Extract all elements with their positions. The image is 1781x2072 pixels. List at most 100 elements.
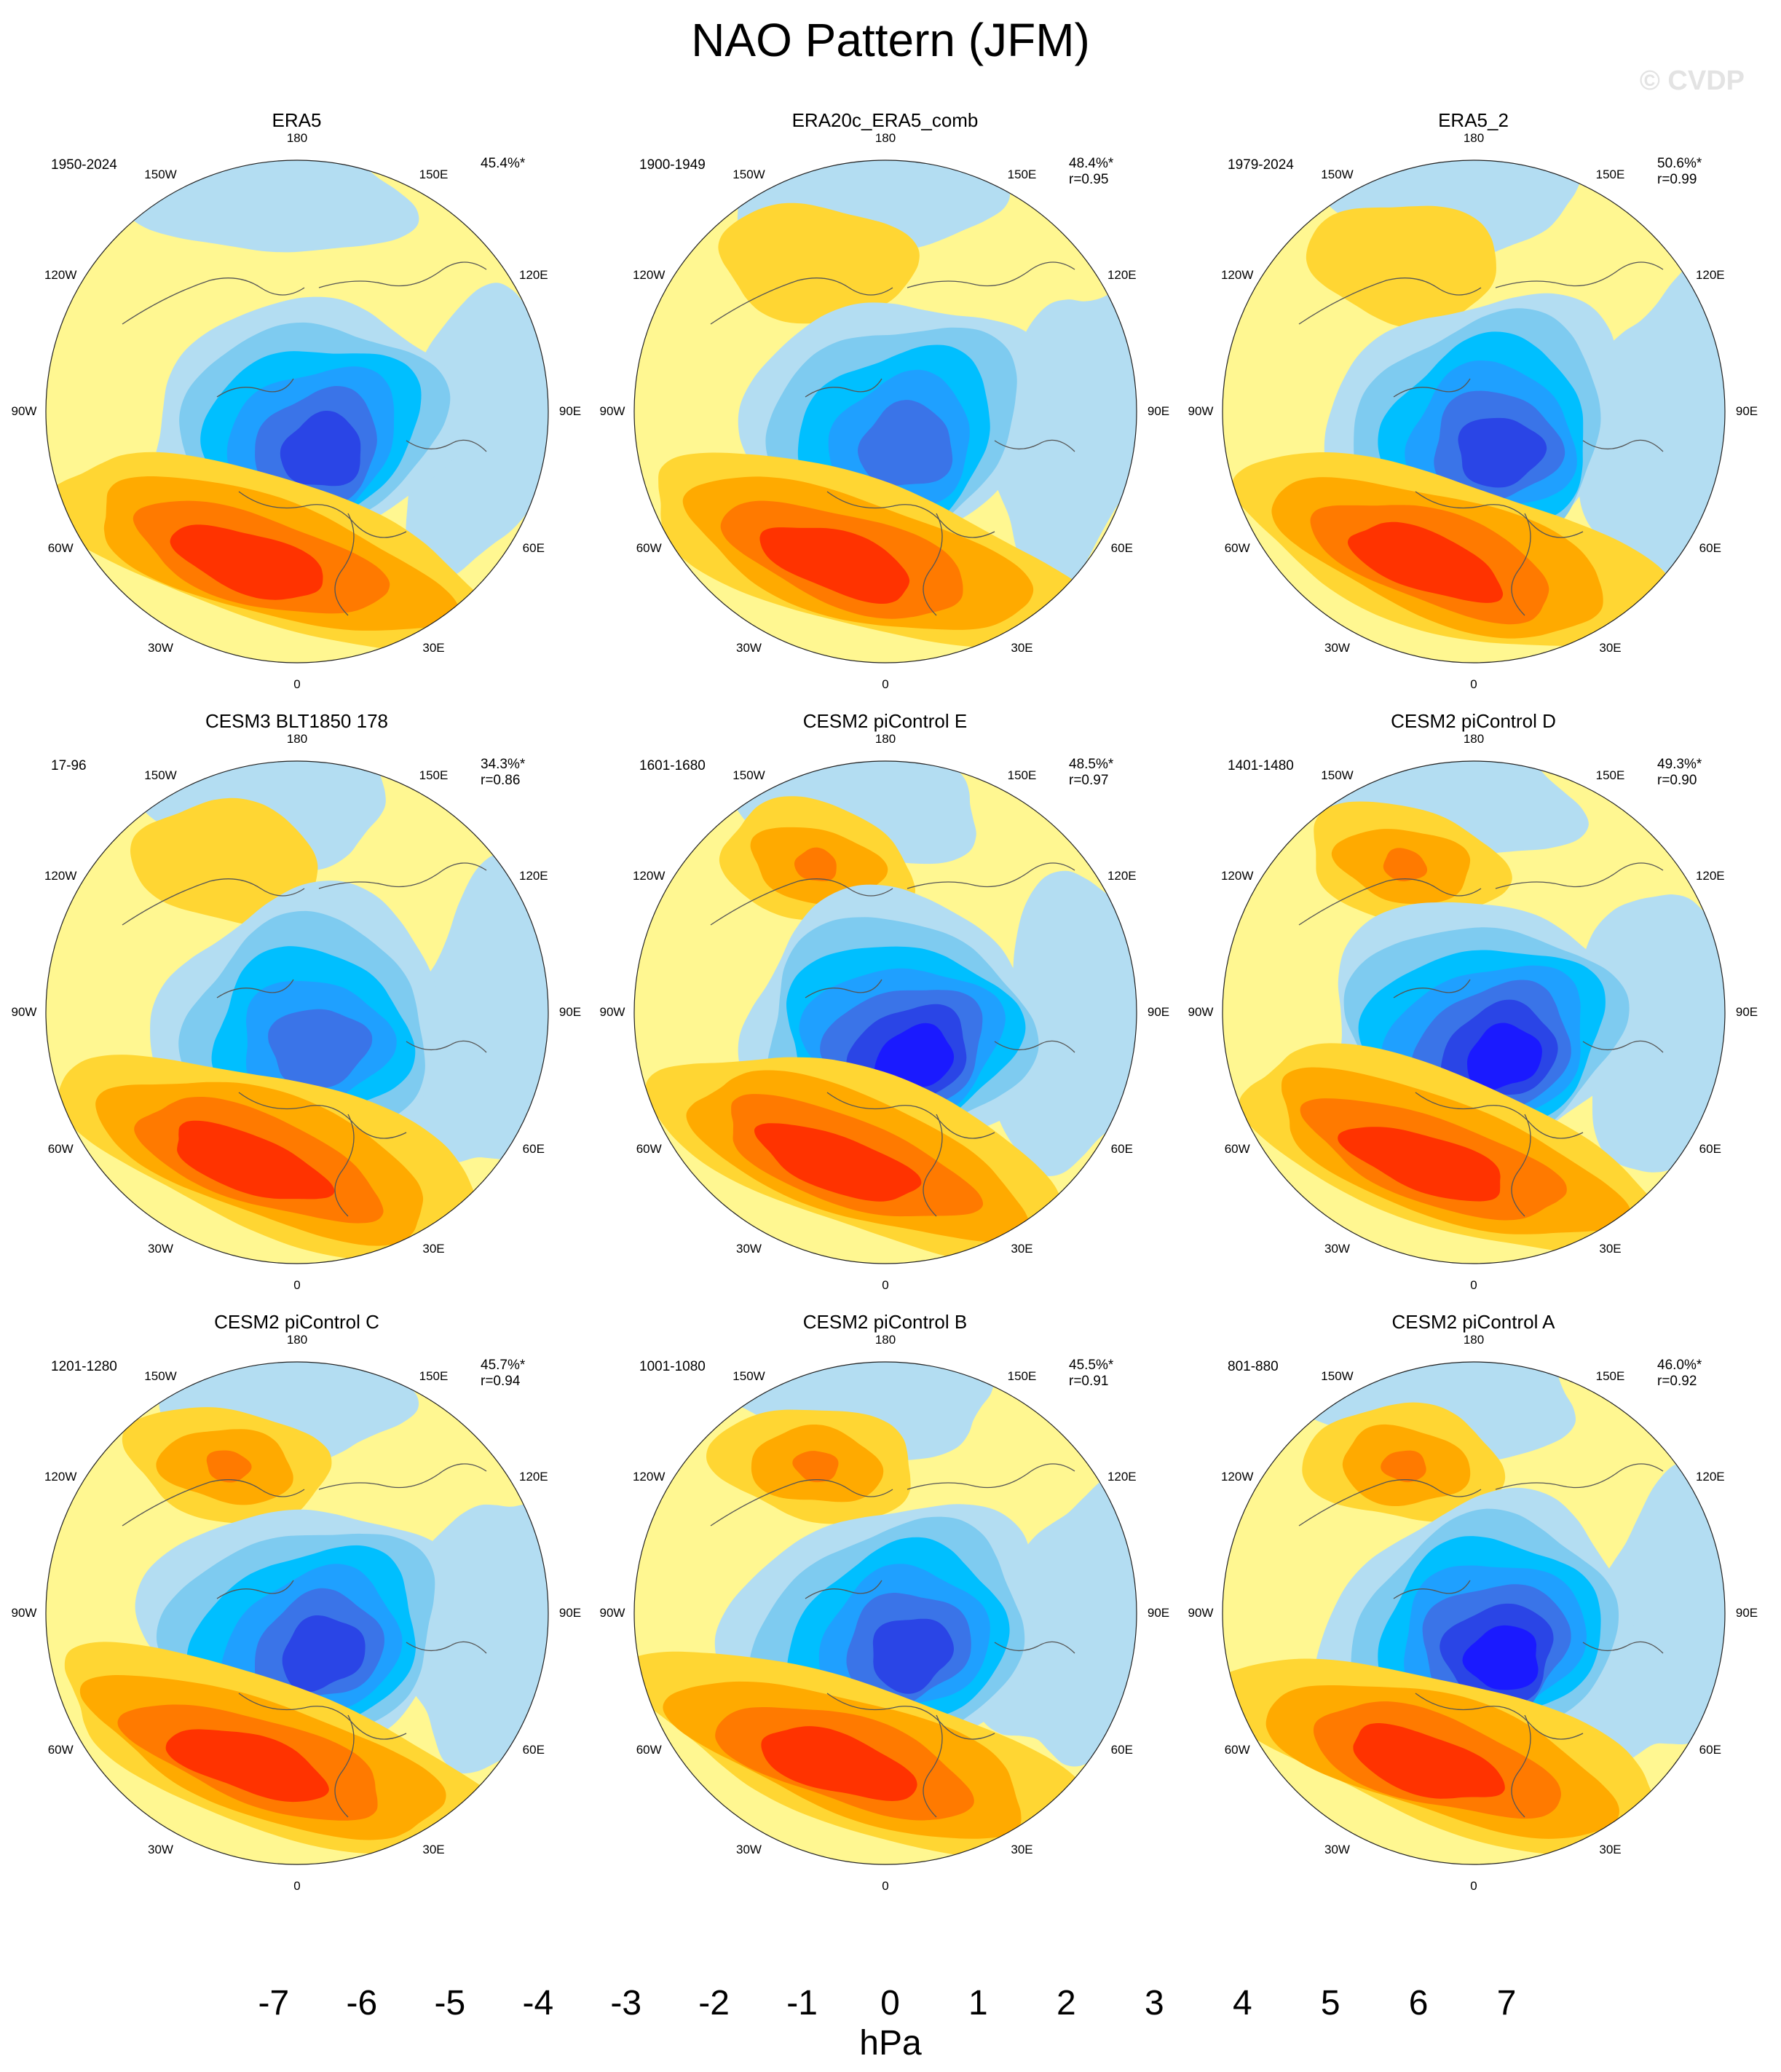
longitude-label: 30W [736, 1842, 762, 1856]
coastline [334, 513, 355, 616]
longitude-label: 120E [518, 267, 548, 282]
coastline [1582, 439, 1664, 452]
contour-pacific-pos-3 [206, 1450, 252, 1483]
panel-period: 1601-1680 [639, 758, 706, 773]
polar-map [633, 1361, 1137, 1865]
longitude-label: 150W [1321, 168, 1354, 182]
longitude-label: 120E [518, 868, 548, 883]
longitude-label: 0 [882, 677, 889, 691]
contour-low-7 [874, 1023, 955, 1087]
coastline [1393, 1580, 1471, 1599]
coastline [1298, 878, 1482, 926]
longitude-label: 30W [148, 640, 173, 655]
map-boundary [633, 760, 1137, 1264]
panel-title: CESM3 BLT1850 178 [205, 710, 388, 732]
contour-field [1223, 761, 1725, 1264]
longitude-label: 120W [44, 267, 77, 282]
colorbar-tick-label: -7 [258, 1984, 290, 2022]
coastline [1495, 261, 1664, 288]
coastline [406, 439, 487, 452]
longitude-label: 90E [1735, 404, 1758, 418]
longitude-label: 90W [1188, 1005, 1214, 1019]
coastline [907, 1463, 1075, 1490]
longitude-label: 90W [11, 1005, 37, 1019]
panel-explained-variance: 45.7%* [481, 1358, 526, 1373]
map-boundary [1222, 1361, 1726, 1865]
longitude-label: 180 [1463, 732, 1485, 746]
longitude-label: 30E [422, 1241, 445, 1256]
contour-high-4 [1338, 1127, 1501, 1202]
coastline [216, 1580, 294, 1599]
panel-explained-variance: 48.4%* [1069, 156, 1114, 171]
panel-period: 1401-1480 [1228, 758, 1294, 773]
coastline [406, 1040, 487, 1053]
longitude-label: 30W [148, 1241, 173, 1256]
polar-map [1222, 760, 1726, 1264]
coastline [826, 1092, 995, 1139]
panel-explained-variance: 48.5%* [1069, 757, 1114, 772]
contour-low-6 [1458, 417, 1547, 488]
panel-explained-variance: 45.4%* [481, 156, 526, 171]
longitude-label: 150W [144, 768, 177, 783]
contour-high-4 [1347, 521, 1504, 603]
colorbar-tick-label: 3 [1144, 1984, 1164, 2022]
colorbar-tick-label: -3 [610, 1984, 642, 2022]
coastline [334, 1714, 355, 1818]
longitude-label: 150E [419, 168, 449, 182]
panel-period: 1900-1949 [639, 157, 706, 173]
coastline [710, 1479, 893, 1527]
longitude-label: 120W [44, 1469, 77, 1484]
colorbar-tick-label: -1 [786, 1984, 818, 2022]
coastline [1511, 513, 1531, 616]
longitude-label: 120E [1695, 868, 1725, 883]
map-panel: CESM3 BLT1850 178 17-96 34.3%* r=0.86 180 150… [0, 710, 593, 1315]
longitude-label: 30E [1011, 640, 1033, 655]
coastline [1511, 1114, 1531, 1217]
panel-period: 17-96 [51, 758, 87, 773]
longitude-label: 90E [1147, 1005, 1170, 1019]
panel-explained-variance: 34.3%* [481, 757, 526, 772]
longitude-label: 60E [522, 1742, 545, 1757]
longitude-label: 60E [1699, 1742, 1721, 1757]
longitude-label: 0 [1470, 1278, 1477, 1292]
longitude-label: 60W [636, 1141, 662, 1156]
polar-map [45, 1361, 549, 1865]
coastline [122, 878, 305, 926]
coastlines [122, 261, 487, 616]
contour-asia-neg [974, 1471, 1137, 1767]
panel-explained-variance: 45.5%* [1069, 1358, 1114, 1373]
longitude-label: 30E [1599, 1842, 1622, 1856]
longitude-label: 30W [736, 1241, 762, 1256]
longitude-label: 30E [1011, 1842, 1033, 1856]
polar-map [45, 159, 549, 663]
panel-pattern-correlation: r=0.91 [1069, 1374, 1109, 1389]
map-boundary [633, 1361, 1137, 1865]
panel-title: CESM2 piControl D [1391, 710, 1556, 732]
map-panel: CESM2 piControl B 1001-1080 45.5%* r=0.91 18… [588, 1311, 1182, 1915]
coastline [826, 491, 995, 538]
coastline [826, 1693, 995, 1740]
longitude-label: 180 [1463, 1333, 1485, 1347]
longitude-label: 150E [1595, 1369, 1625, 1384]
panel-pattern-correlation: r=0.86 [481, 773, 521, 788]
panel-period: 1950-2024 [51, 157, 117, 173]
longitude-label: 180 [286, 131, 308, 145]
longitude-label: 0 [293, 1879, 301, 1893]
longitude-label: 150W [732, 768, 765, 783]
longitude-label: 120E [1695, 267, 1725, 282]
longitude-label: 30W [1324, 1842, 1350, 1856]
coastline [216, 378, 294, 398]
longitude-label: 90E [1147, 404, 1170, 418]
coastline [994, 439, 1075, 452]
longitude-label: 60W [1224, 540, 1250, 555]
coastlines [1298, 261, 1664, 616]
coastline [1298, 277, 1482, 325]
longitude-label: 60E [1699, 540, 1721, 555]
coastline [216, 979, 294, 998]
longitude-label: 180 [874, 1333, 896, 1347]
longitude-label: 30E [1599, 1241, 1622, 1256]
coastline [923, 1714, 943, 1818]
longitude-label: 90E [1735, 1606, 1758, 1620]
colorbar-tick-label: -4 [522, 1984, 554, 2022]
longitude-label: 30E [1599, 640, 1622, 655]
